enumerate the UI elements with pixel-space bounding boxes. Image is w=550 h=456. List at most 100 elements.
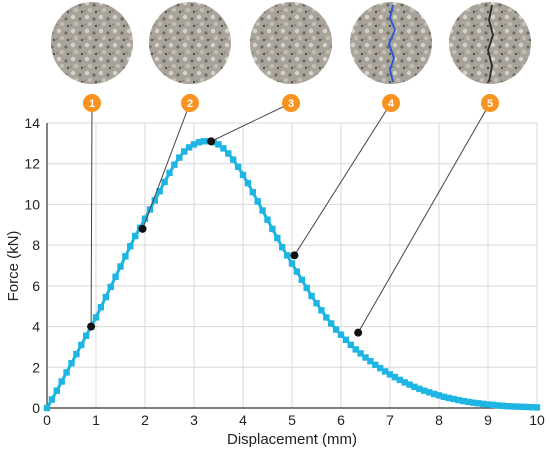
data-point-80 (435, 392, 443, 399)
data-point-83 (450, 395, 457, 403)
data-point-70 (386, 371, 394, 378)
x-tick-label-4: 4 (239, 412, 247, 428)
data-point-84 (455, 396, 462, 404)
leader-line-2 (142, 102, 191, 230)
data-point-4 (63, 369, 70, 376)
specimen-image-3 (250, 2, 332, 84)
y-tick-label-2: 4 (32, 319, 40, 335)
data-point-73 (401, 379, 408, 386)
data-point-20 (141, 215, 149, 222)
leader-line-1 (90, 102, 93, 327)
data-point-79 (430, 390, 438, 398)
data-point-11 (97, 304, 105, 311)
leader-line-3 (210, 102, 292, 142)
badge-5 (481, 94, 499, 112)
y-tick-label-0: 0 (32, 400, 40, 416)
data-point-97 (519, 403, 526, 410)
specimen-images (51, 2, 531, 84)
data-point-87 (470, 399, 477, 406)
data-point-46 (269, 225, 276, 233)
data-point-23 (156, 188, 163, 195)
data-point-95 (509, 403, 516, 410)
y-tick-label-1: 2 (32, 359, 40, 375)
data-point-24 (161, 178, 168, 186)
data-point-76 (416, 385, 423, 393)
data-point-16 (122, 253, 129, 260)
data-point-55 (313, 300, 320, 307)
data-point-44 (259, 207, 266, 214)
data-point-25 (166, 169, 173, 177)
data-point-77 (421, 387, 428, 394)
data-point-60 (337, 331, 345, 338)
data-point-32 (200, 138, 207, 145)
data-point-37 (225, 150, 232, 157)
data-point-67 (372, 361, 379, 368)
data-point-89 (479, 400, 487, 408)
data-point-15 (117, 263, 124, 270)
badge-label-5: 5 (487, 98, 493, 110)
y-tick-label-7: 14 (24, 115, 40, 131)
x-tick-label-6: 6 (337, 412, 345, 428)
data-point-50 (288, 260, 296, 267)
y-tick-label-5: 10 (24, 196, 40, 212)
data-point-58 (328, 320, 335, 327)
data-point-68 (377, 364, 384, 372)
x-tick-label-5: 5 (288, 412, 296, 428)
y-tick-label-6: 12 (24, 156, 40, 172)
data-point-13 (107, 283, 114, 291)
data-point-100 (533, 404, 541, 411)
data-point-94 (504, 403, 511, 410)
data-point-28 (181, 148, 188, 155)
x-tick-label-7: 7 (386, 412, 394, 428)
data-point-54 (308, 292, 315, 300)
data-point-63 (352, 346, 359, 353)
annotation-2: 2 (138, 94, 199, 233)
data-point-3 (58, 378, 65, 385)
data-point-75 (411, 383, 418, 390)
data-point-81 (440, 393, 448, 400)
data-point-5 (68, 360, 75, 367)
data-point-26 (171, 161, 178, 168)
data-point-41 (244, 179, 252, 187)
badge-label-1: 1 (89, 98, 95, 110)
data-point-2 (53, 387, 60, 394)
data-point-86 (465, 398, 472, 406)
data-point-72 (396, 376, 403, 384)
x-tick-label-2: 2 (141, 412, 149, 428)
data-point-99 (528, 404, 536, 411)
data-point-91 (489, 401, 497, 409)
data-point-10 (92, 314, 100, 321)
data-point-96 (514, 403, 521, 410)
data-point-85 (460, 397, 467, 405)
data-point-82 (445, 394, 452, 402)
x-tick-label-1: 1 (92, 412, 100, 428)
badge-3 (282, 94, 300, 112)
annotation-4: 4 (290, 94, 400, 260)
badge-1 (83, 94, 101, 112)
data-point-31 (195, 139, 203, 146)
specimen-image-2 (149, 2, 231, 84)
data-point-42 (249, 189, 256, 196)
data-point-59 (332, 326, 340, 333)
data-point-40 (239, 171, 247, 179)
data-point-39 (234, 163, 242, 170)
annotations: 1 2 3 4 5 (83, 94, 499, 337)
data-point-27 (176, 154, 183, 161)
data-point-1 (48, 396, 56, 403)
annotation-5: 5 (354, 94, 499, 337)
x-tick-label-3: 3 (190, 412, 198, 428)
badge-label-4: 4 (388, 98, 395, 110)
data-point-30 (190, 141, 198, 148)
data-point-52 (298, 276, 305, 283)
data-point-71 (391, 373, 399, 381)
data-point-7 (78, 341, 85, 349)
data-point-29 (185, 144, 193, 151)
data-point-14 (112, 273, 119, 280)
data-point-22 (151, 197, 158, 204)
leader-line-5 (357, 102, 491, 333)
x-tick-label-0: 0 (43, 412, 51, 428)
specimen-image-4 (350, 2, 432, 84)
data-point-51 (293, 268, 301, 275)
marked-point-2 (138, 224, 147, 233)
